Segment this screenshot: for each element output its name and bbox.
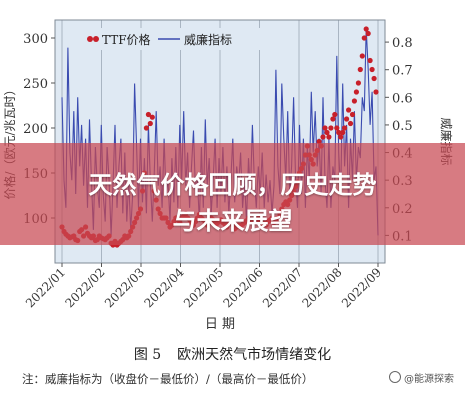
- watermark-text: @能源探索: [404, 374, 454, 385]
- figure-title: 欧洲天然气市场情绪变化: [177, 347, 332, 363]
- x-axis-tick-label: 2022/07: [260, 265, 305, 310]
- price-point: [349, 111, 356, 118]
- price-point: [359, 53, 365, 59]
- x-axis: 2022/012022/022022/032022/042022/052022/…: [23, 263, 384, 310]
- price-point: [365, 30, 371, 37]
- price-point: [328, 125, 334, 131]
- price-point: [357, 66, 363, 73]
- figure-number: 图 5: [133, 347, 162, 363]
- right-axis-tick-label: 0.8: [392, 36, 413, 51]
- price-point: [342, 125, 348, 131]
- legend: TTF价格 威廉指标: [80, 28, 260, 50]
- price-point: [347, 120, 354, 127]
- overlay-title-line-2: 与未来展望: [172, 207, 293, 235]
- legend-price-marker: [87, 36, 93, 42]
- price-point: [330, 116, 336, 122]
- legend-williams-label: 威廉指标: [184, 32, 232, 47]
- price-point: [363, 26, 369, 32]
- price-point: [371, 75, 377, 82]
- price-point: [346, 107, 352, 113]
- price-point: [316, 138, 322, 145]
- title-banner: 天然气价格回顾，历史走势 与未来展望: [0, 143, 465, 245]
- price-point: [332, 111, 338, 118]
- price-point: [322, 125, 328, 131]
- x-axis-label: 日 期: [205, 317, 235, 332]
- price-point: [149, 114, 155, 120]
- x-axis-tick-label: 2022/08: [299, 265, 344, 310]
- x-axis-tick-label: 2022/09: [339, 265, 384, 310]
- price-point: [145, 111, 151, 118]
- x-axis-tick-label: 2022/06: [220, 265, 265, 310]
- price-point: [336, 129, 342, 136]
- price-point: [147, 120, 153, 127]
- price-point: [143, 125, 149, 131]
- x-axis-tick-label: 2022/04: [141, 265, 186, 310]
- price-point: [369, 66, 375, 73]
- overlay-title-line-1: 天然气价格回顾，历史走势: [88, 171, 377, 199]
- figure-caption: 图 5 欧洲天然气市场情绪变化: [0, 344, 465, 364]
- price-point: [324, 129, 330, 136]
- price-point: [373, 89, 379, 95]
- watermark: @能源探索: [386, 369, 457, 386]
- left-axis-tick-label: 300: [23, 32, 48, 47]
- price-point: [334, 125, 340, 131]
- left-axis-tick-label: 250: [23, 77, 48, 92]
- price-point: [320, 134, 326, 140]
- price-point: [367, 57, 373, 64]
- x-axis-tick-label: 2022/03: [102, 265, 147, 310]
- x-axis-tick-label: 2022/05: [181, 265, 226, 310]
- watermark-icon: [389, 371, 401, 383]
- legend-price-label: TTF价格: [102, 32, 151, 47]
- right-axis-tick-label: 0.7: [392, 64, 413, 79]
- legend-price-marker: [93, 36, 99, 42]
- right-axis-tick-label: 0.6: [392, 91, 413, 106]
- price-point: [361, 35, 367, 41]
- x-axis-tick-label: 2022/02: [62, 265, 107, 310]
- left-axis-tick-label: 200: [23, 122, 48, 137]
- price-point: [340, 129, 346, 136]
- right-axis-tick-label: 0.5: [392, 119, 413, 134]
- price-point: [338, 134, 344, 140]
- figure-note: 注：威廉指标为（收盘价－最低价）/（最高价－最低价）: [22, 372, 314, 386]
- price-point: [351, 98, 357, 104]
- price-point: [344, 116, 350, 122]
- price-point: [355, 80, 361, 86]
- x-axis-tick-label: 2022/01: [23, 265, 68, 310]
- price-point: [326, 134, 332, 140]
- price-point: [353, 89, 359, 95]
